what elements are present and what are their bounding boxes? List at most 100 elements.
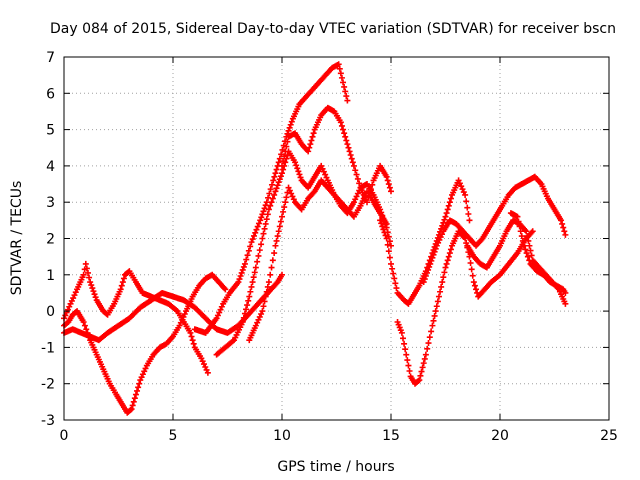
x-tick-label: 25 [600,428,618,444]
data-point [435,293,442,300]
data-point [473,286,480,293]
y-tick-label: -2 [41,377,55,393]
data-point [269,195,276,202]
data-point [254,223,261,230]
data-point [471,282,478,289]
data-point [447,195,454,202]
data-point [81,322,88,329]
data-point [135,384,142,391]
data-point [399,335,406,342]
data-point [129,402,136,409]
data-point [238,269,245,276]
data-point [90,288,97,295]
y-axis-label: SDTVAR / TECUs [9,181,25,296]
data-point [306,144,313,151]
data-point [425,340,432,347]
data-point [524,253,531,260]
data-point [271,191,278,198]
data-point [529,228,536,235]
data-point [419,364,426,371]
data-point [442,213,449,220]
data-point [338,122,345,129]
data-point [421,355,428,362]
data-point [523,250,530,257]
data-point [335,61,342,68]
data-point [281,153,288,160]
data-point [241,260,248,267]
data-point [131,395,138,402]
data-point [388,260,394,267]
data-point [265,279,272,286]
data-point [282,148,289,155]
data-point [391,275,398,282]
data-point [277,173,284,180]
data-point [255,220,262,227]
data-point [281,204,288,211]
data-point [240,263,247,270]
data-point [392,280,399,287]
data-point [385,248,392,255]
x-tick-label: 5 [169,428,178,444]
data-point [443,260,450,267]
data-point [253,226,260,233]
y-tick-label: 3 [46,195,55,211]
data-point [430,317,437,324]
data-point [88,282,95,289]
data-point [441,216,448,223]
series-track-1 [61,260,211,376]
data-point [204,369,211,376]
data-point [297,174,304,181]
data-point [239,318,246,325]
data-point [275,159,282,166]
data-point [80,271,87,278]
series-track-4 [191,61,351,336]
data-point [309,133,316,140]
data-point [285,127,292,134]
data-point [279,271,285,278]
data-point [270,177,277,184]
data-point [429,254,436,261]
data-point [516,223,523,230]
data-point [527,247,534,254]
data-point [519,237,526,244]
data-point [445,253,452,260]
data-point [341,83,348,90]
data-point [263,288,270,295]
data-point [346,148,353,155]
data-point [83,265,90,272]
data-point [383,235,390,242]
data-point [429,322,436,329]
data-point [432,308,439,315]
data-point [82,260,89,267]
data-point [380,226,387,233]
y-tick-label: -3 [41,413,55,429]
data-point [366,190,373,197]
data-point [525,237,532,244]
data-point [83,326,90,333]
data-point [423,269,430,276]
data-point [526,257,533,264]
data-point [282,199,289,206]
data-point [273,185,280,192]
data-point [247,243,254,250]
data-point [190,340,197,347]
x-tick-label: 20 [491,428,509,444]
data-point [264,211,271,218]
data-point [280,208,287,215]
data-point [356,180,363,187]
data-point [241,310,248,317]
data-point [468,266,475,273]
data-point [344,141,351,148]
series-track-8 [377,177,473,307]
data-point [276,223,283,230]
data-point [260,208,267,215]
data-point [418,368,425,375]
data-point [431,248,438,255]
data-point [562,289,569,296]
data-point [386,238,393,245]
data-point [117,286,124,293]
data-point [382,232,389,239]
data-point [377,217,384,224]
data-point [406,367,413,374]
data-point [403,351,410,358]
